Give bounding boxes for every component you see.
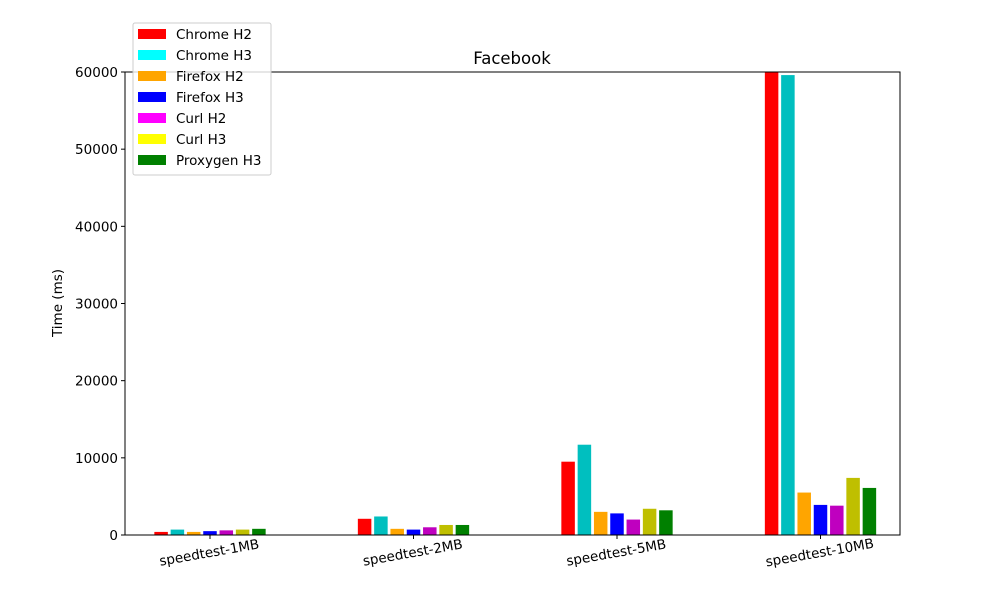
y-tick-label: 0 xyxy=(109,528,118,544)
bar xyxy=(219,530,234,535)
legend-swatch xyxy=(138,50,166,60)
bar xyxy=(439,524,453,535)
bar xyxy=(455,524,470,535)
y-tick-label: 50000 xyxy=(75,142,118,158)
y-tick-label: 20000 xyxy=(75,374,118,390)
x-tick-label: speedtest-10MB xyxy=(764,536,875,571)
bar xyxy=(170,529,185,535)
legend-label: Chrome H3 xyxy=(176,48,252,64)
bar xyxy=(154,531,168,535)
bar xyxy=(610,513,624,535)
legend-swatch xyxy=(138,134,166,144)
bar xyxy=(235,529,250,535)
legend-box xyxy=(132,22,272,176)
bar xyxy=(561,461,575,535)
bar xyxy=(659,510,673,535)
bar xyxy=(203,531,217,535)
bar xyxy=(764,72,779,535)
bars-group xyxy=(154,72,877,535)
bar xyxy=(186,531,201,535)
bar xyxy=(390,528,404,535)
bar xyxy=(846,477,860,535)
legend-label: Firefox H3 xyxy=(176,90,244,106)
bar xyxy=(862,487,877,535)
x-axis: speedtest-1MB speedtest-2MB speedtest-5MB s… xyxy=(158,535,875,570)
legend-swatch xyxy=(138,113,166,123)
legend-label: Curl H3 xyxy=(176,132,226,148)
bar xyxy=(830,505,844,535)
bar xyxy=(797,492,811,535)
legend-swatch xyxy=(138,29,166,39)
x-tick-label: speedtest-1MB xyxy=(158,536,260,569)
legend-swatch xyxy=(138,71,166,81)
bar xyxy=(252,528,266,535)
bar xyxy=(577,444,592,535)
y-tick-label: 60000 xyxy=(75,65,118,81)
legend-label: Curl H2 xyxy=(176,111,226,127)
bar xyxy=(626,519,641,535)
bar xyxy=(813,504,828,535)
chart-title: Facebook xyxy=(473,49,551,68)
y-tick-label: 30000 xyxy=(75,297,118,313)
legend: Chrome H2 Chrome H3 Firefox H2 Firefox H3 Cu… xyxy=(132,22,272,176)
y-tick-label: 10000 xyxy=(75,451,118,467)
legend-swatch xyxy=(138,92,166,102)
legend-swatch xyxy=(138,155,166,165)
y-tick-label: 40000 xyxy=(75,219,118,235)
x-tick-label: speedtest-5MB xyxy=(565,536,667,569)
x-tick-label: speedtest-2MB xyxy=(362,536,464,569)
legend-label: Firefox H2 xyxy=(176,69,244,85)
bar xyxy=(423,527,437,535)
bar xyxy=(406,529,421,535)
y-axis: 0 10000 20000 30000 40000 50000 60000 xyxy=(75,65,125,544)
bar xyxy=(374,516,388,535)
y-axis-label: Time (ms) xyxy=(50,269,66,338)
bar xyxy=(781,75,795,535)
bar xyxy=(357,518,372,535)
legend-label: Chrome H2 xyxy=(176,27,252,43)
legend-label: Proxygen H3 xyxy=(176,153,261,169)
bar xyxy=(593,511,608,535)
bar xyxy=(642,508,657,535)
